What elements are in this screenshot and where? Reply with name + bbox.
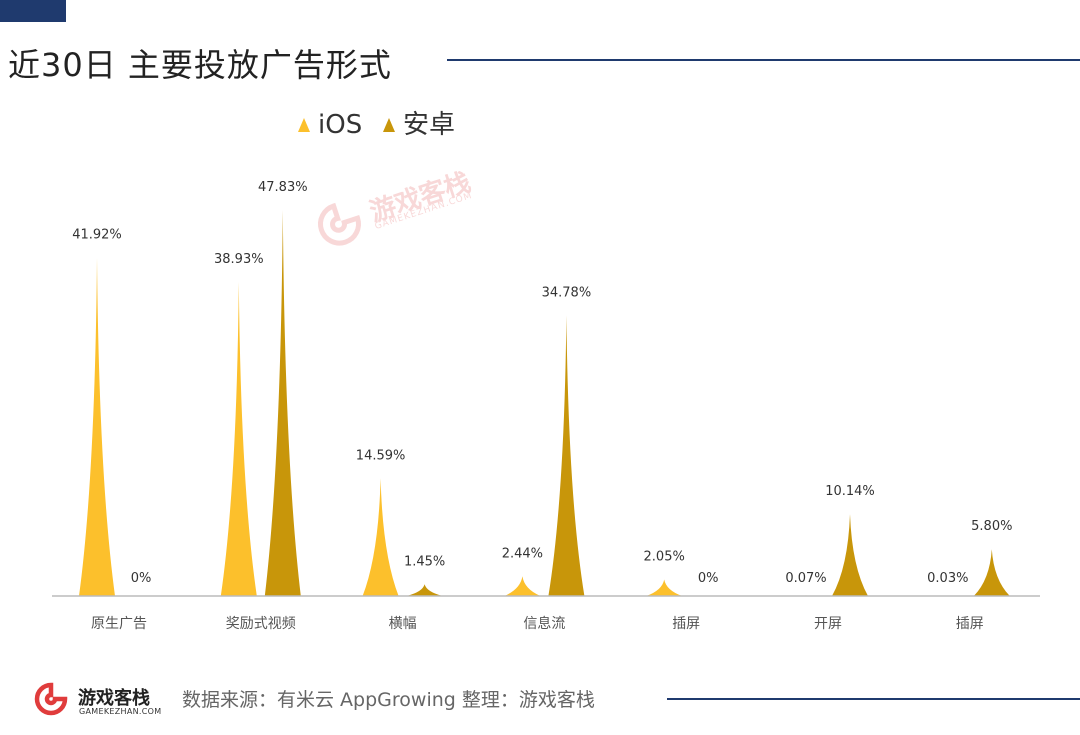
value-label-android-6: 5.80%	[971, 519, 1012, 534]
spike-ios-1	[220, 281, 257, 596]
chart-legend: iOS 安卓	[298, 110, 455, 140]
legend-label-android: 安卓	[403, 110, 455, 140]
spike-android-6	[973, 549, 1010, 596]
legend-swatch-ios	[298, 118, 310, 132]
value-label-ios-2: 14.59%	[356, 448, 406, 463]
value-label-ios-3: 2.44%	[502, 546, 543, 561]
value-label-android-3: 34.78%	[542, 285, 592, 300]
x-tick-label-3: 信息流	[523, 615, 565, 632]
page-title: 近30日 主要投放广告形式	[8, 46, 392, 84]
x-axis-ticks: 原生广告 奖励式视频 横幅 信息流 插屏 开屏 插屏	[91, 615, 984, 632]
value-label-android-0: 0%	[131, 571, 152, 586]
title-divider	[447, 59, 1080, 61]
x-tick-label-1: 奖励式视频	[226, 615, 296, 632]
x-tick-label-6: 插屏	[956, 616, 984, 632]
value-label-android-4: 0%	[698, 571, 719, 586]
footer-source: 数据来源：有米云 AppGrowing 整理：游戏客栈	[182, 689, 595, 711]
footer-domain: GAMEKEZHAN.COM	[79, 707, 162, 716]
chart-marks: 41.92% 0% 38.93% 47.83% 14.59% 1.45% 2.44% 34.7…	[72, 180, 1012, 596]
spike-ios-0	[79, 257, 115, 596]
value-label-ios-4: 2.05%	[644, 549, 685, 564]
corner-accent-bar	[0, 0, 66, 22]
legend-label-ios: iOS	[318, 110, 362, 140]
value-label-android-5: 10.14%	[825, 484, 875, 499]
value-label-android-1: 47.83%	[258, 180, 308, 195]
spike-android-2	[406, 584, 443, 596]
x-tick-label-5: 开屏	[814, 616, 842, 632]
value-label-android-2: 1.45%	[404, 554, 445, 569]
spike-ios-2	[362, 478, 399, 596]
spike-android-3	[548, 315, 585, 596]
footer-logo-icon	[34, 682, 68, 716]
value-label-ios-6: 0.03%	[927, 571, 968, 586]
spike-ios-4	[646, 579, 683, 596]
spike-android-1	[264, 210, 301, 596]
spike-ios-3	[504, 576, 541, 596]
value-label-ios-0: 41.92%	[72, 228, 122, 243]
x-tick-label-2: 横幅	[389, 616, 417, 632]
watermark-logo-icon	[318, 202, 361, 246]
x-tick-label-4: 插屏	[672, 616, 700, 632]
x-tick-label-0: 原生广告	[91, 616, 147, 632]
value-label-ios-5: 0.07%	[785, 571, 826, 586]
watermark: 游戏客栈 GAMEKEZHAN.COM	[308, 167, 474, 260]
spike-android-5	[832, 514, 868, 596]
value-label-ios-1: 38.93%	[214, 252, 264, 267]
footer-divider	[667, 698, 1080, 700]
legend-swatch-android	[383, 118, 395, 132]
footer-brand: 游戏客栈	[78, 688, 150, 709]
